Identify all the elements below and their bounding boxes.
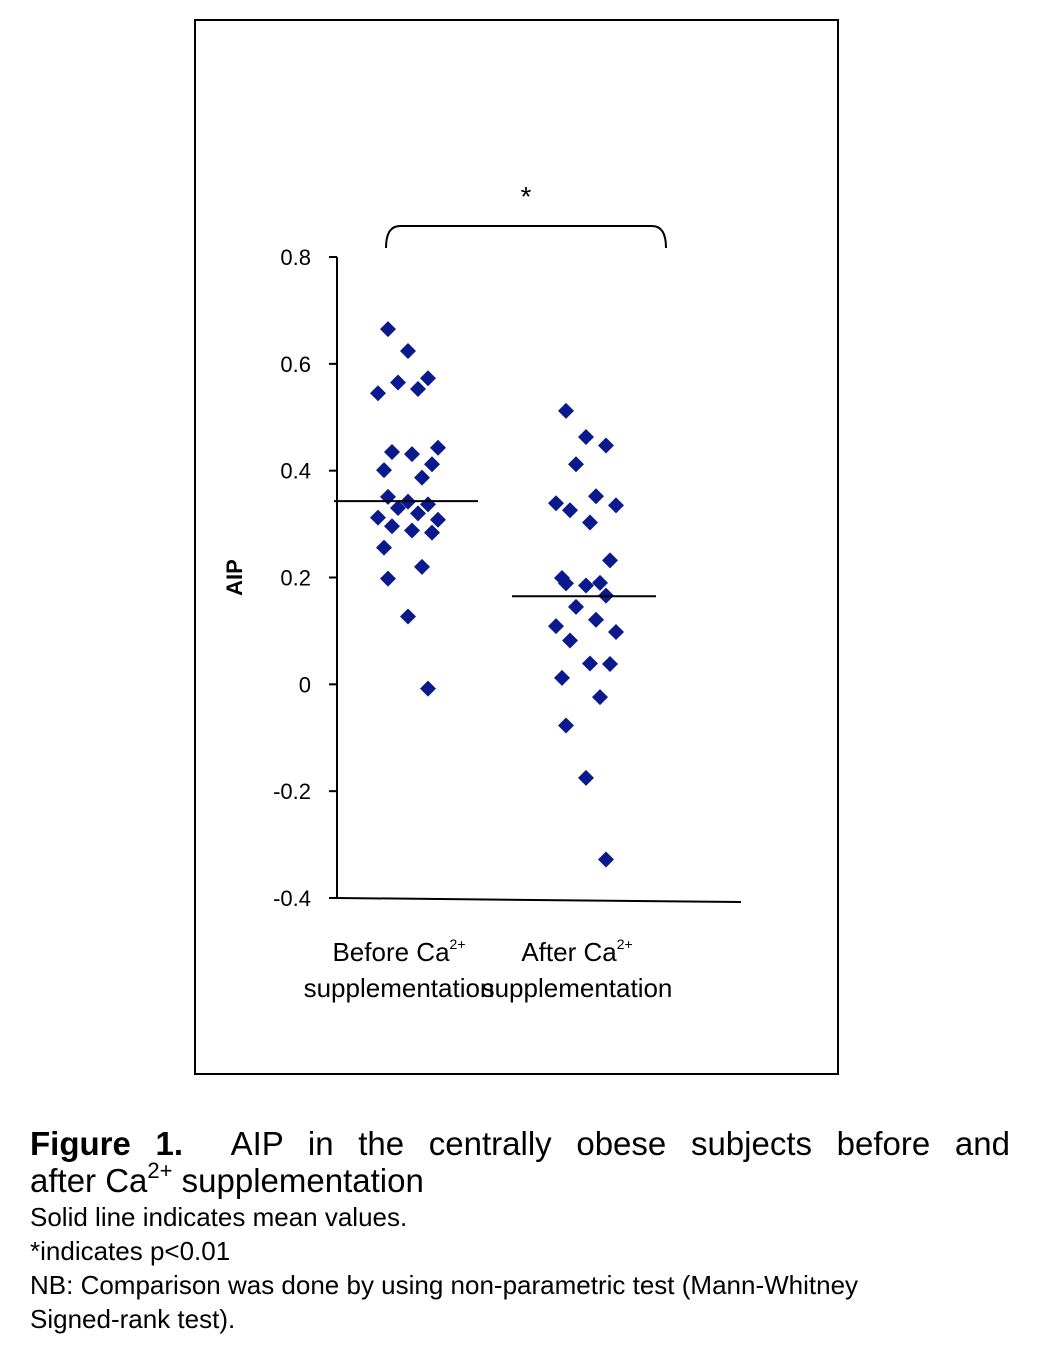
y-tick-label: -0.2 <box>273 779 311 804</box>
y-tick-label: 0 <box>299 672 311 697</box>
data-point <box>376 462 392 479</box>
chart-frame: 0.8 0.6 0.4 0.2 0 -0.2 -0.4 * AIP Before Ca2+ su… <box>194 19 839 1075</box>
data-point <box>578 429 594 446</box>
data-point <box>430 511 446 528</box>
y-tick-label: 0.4 <box>280 459 311 484</box>
caption-note-method: NB: Comparison was done by using non-par… <box>30 1270 859 1300</box>
y-tick-label: -0.4 <box>273 886 311 911</box>
data-point <box>420 680 436 697</box>
caption-title-pre: after Ca <box>30 1162 148 1199</box>
data-point <box>548 495 564 512</box>
data-point <box>568 456 584 473</box>
figure-caption: Figure 1. AIP in the centrally obese sub… <box>30 1122 1010 1336</box>
data-point <box>390 500 406 517</box>
significance-bracket: * <box>385 181 667 249</box>
x-category-label-line2: supplementation <box>304 973 495 1003</box>
data-point <box>384 443 400 460</box>
data-point <box>414 469 430 486</box>
data-point <box>414 558 430 575</box>
data-point <box>400 343 416 360</box>
data-points <box>370 321 624 868</box>
data-point <box>420 370 436 387</box>
data-point <box>404 446 420 463</box>
y-ticks: 0.8 0.6 0.4 0.2 0 -0.2 -0.4 <box>273 245 337 911</box>
data-point <box>582 514 598 531</box>
data-point <box>558 575 574 592</box>
data-point <box>410 505 426 522</box>
data-point <box>370 385 386 402</box>
caption-title-sup: 2+ <box>147 1158 173 1183</box>
data-point <box>370 509 386 526</box>
data-point <box>430 439 446 456</box>
y-tick-label: 0.6 <box>280 352 311 377</box>
data-point <box>562 632 578 649</box>
data-point <box>404 522 420 539</box>
data-point <box>554 669 570 686</box>
caption-note-method-cont: Signed-rank test). <box>30 1304 236 1334</box>
figure-label: Figure 1. <box>30 1125 184 1162</box>
data-point <box>598 851 614 868</box>
data-point <box>400 608 416 625</box>
data-point <box>578 577 594 594</box>
y-tick-label: 0.2 <box>280 566 311 591</box>
data-point <box>578 769 594 786</box>
axes <box>336 257 742 903</box>
data-point <box>558 717 574 734</box>
data-point <box>380 488 396 505</box>
data-point <box>602 552 618 569</box>
x-category-label: After Ca2+ <box>521 936 632 967</box>
data-point <box>568 598 584 615</box>
caption-title-line1: Figure 1. AIP in the centrally obese sub… <box>30 1122 1010 1166</box>
x-category-label: Before Ca2+ <box>332 936 465 967</box>
data-point <box>588 488 604 505</box>
data-point <box>592 689 608 706</box>
caption-title-line2: after Ca2+ supplementation <box>30 1160 1010 1200</box>
data-point <box>608 497 624 514</box>
data-point <box>582 655 598 672</box>
data-point <box>380 321 396 338</box>
data-point <box>390 374 406 391</box>
y-tick-label: 0.8 <box>280 245 311 270</box>
data-point <box>598 437 614 454</box>
data-point <box>602 656 618 673</box>
caption-title-text: AIP in the centrally obese subjects befo… <box>230 1125 1010 1162</box>
caption-note-mean: Solid line indicates mean values. <box>30 1202 408 1232</box>
x-category-label-line2: supplementation <box>482 973 673 1003</box>
caption-title-post: supplementation <box>172 1162 424 1199</box>
x-category-label-text: After Ca <box>521 937 617 967</box>
data-point <box>410 380 426 397</box>
x-category-label-text: Before Ca <box>332 937 450 967</box>
caption-note-significance: *indicates p<0.01 <box>30 1236 231 1266</box>
data-point <box>562 502 578 519</box>
x-category-label-sup: 2+ <box>617 936 633 952</box>
data-point <box>424 456 440 473</box>
data-point <box>380 570 396 587</box>
data-point <box>424 524 440 541</box>
data-point <box>376 539 392 556</box>
data-point <box>548 618 564 635</box>
data-point <box>384 518 400 535</box>
data-point <box>588 611 604 628</box>
data-point <box>608 623 624 640</box>
significance-star: * <box>521 181 532 212</box>
mean-lines <box>334 500 656 598</box>
data-point <box>592 574 608 591</box>
y-axis-label: AIP <box>222 559 247 596</box>
bracket-line <box>385 225 667 249</box>
data-point <box>558 402 574 419</box>
x-category-label-sup: 2+ <box>450 936 466 952</box>
x-axis-line <box>336 897 742 903</box>
